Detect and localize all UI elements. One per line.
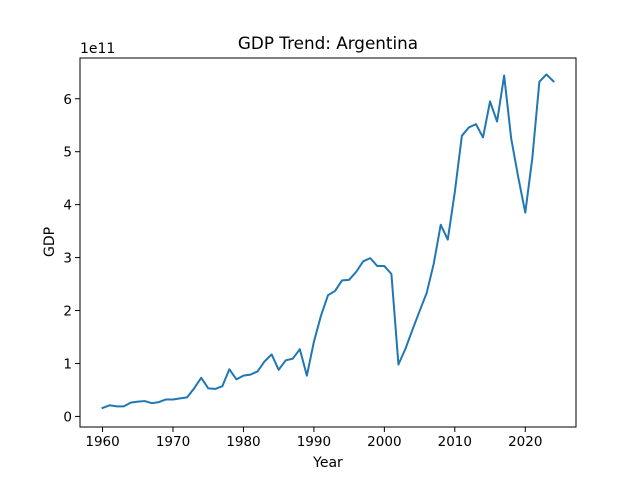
y-tick-label: 0 [63, 409, 72, 425]
x-tick-label: 1970 [156, 434, 190, 450]
plot-frame [79, 57, 577, 428]
chart-title: GDP Trend: Argentina [238, 33, 418, 53]
y-offset-label: 1e11 [80, 41, 115, 57]
y-tick-label: 4 [63, 198, 72, 214]
y-tick-label: 3 [63, 251, 72, 267]
x-tick-label: 2000 [367, 434, 401, 450]
x-tick-label: 2010 [438, 434, 472, 450]
y-tick-label: 5 [63, 145, 72, 161]
series-line-gdp [101, 73, 555, 410]
y-axis-ticks: 0 1 2 3 4 5 6 [63, 92, 80, 425]
x-tick-label: 1960 [85, 434, 119, 450]
x-tick-label: 1980 [226, 434, 260, 450]
y-tick-label: 6 [63, 92, 72, 108]
x-axis-label: Year [312, 455, 343, 471]
y-tick-label: 1 [63, 356, 72, 372]
y-tick-label: 2 [63, 304, 72, 320]
y-axis-label: GDP [42, 227, 58, 257]
x-tick-label: 2020 [508, 434, 542, 450]
x-axis-ticks: 1960 1970 1980 1990 2000 2010 2020 [85, 427, 542, 450]
x-tick-label: 1990 [297, 434, 331, 450]
